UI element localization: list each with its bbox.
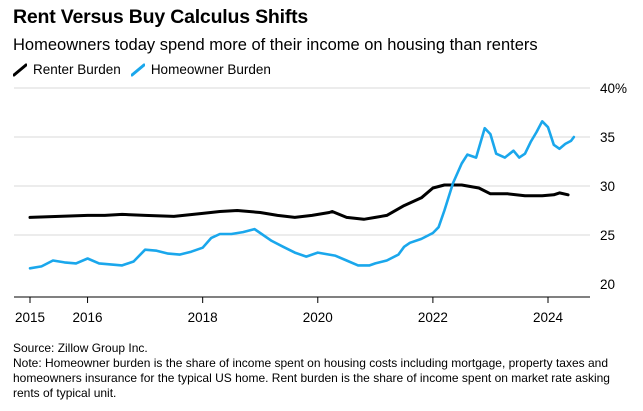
renter-burden-line (28, 183, 570, 221)
legend-swatch-renter (13, 63, 27, 76)
y-tick-label-30: 30 (600, 179, 615, 194)
y-tick-label-35: 35 (600, 130, 615, 145)
legend-item-renter: Renter Burden (13, 62, 121, 77)
note-text: Note: Homeowner burden is the share of i… (13, 356, 610, 400)
chart-subtitle: Homeowners today spend more of their inc… (13, 36, 538, 54)
source-text: Source: Zillow Group Inc. (13, 341, 148, 355)
y-tick-label-20: 20 (600, 277, 615, 292)
x-tick-label-2018: 2018 (188, 310, 218, 325)
x-tick-label-2016: 2016 (73, 310, 103, 325)
x-tick-label-2015: 2015 (15, 310, 45, 325)
legend-item-homeowner: Homeowner Burden (130, 62, 271, 77)
homeowner-burden-line (28, 120, 576, 270)
legend-label-renter: Renter Burden (33, 62, 121, 77)
x-tick-label-2020: 2020 (303, 310, 333, 325)
legend-swatch-homeowner (130, 63, 145, 76)
x-tick-label-2024: 2024 (533, 310, 564, 325)
y-tick-label-40: 40% (600, 81, 627, 96)
chart-footer: Source: Zillow Group Inc. Note: Homeowne… (13, 341, 633, 401)
chart-title: Rent Versus Buy Calculus Shifts (13, 6, 309, 28)
legend-label-homeowner: Homeowner Burden (150, 62, 271, 77)
y-tick-label-25: 25 (600, 228, 615, 243)
legend: Renter Burden Homeowner Burden (13, 62, 281, 77)
x-tick-label-2022: 2022 (418, 310, 448, 325)
